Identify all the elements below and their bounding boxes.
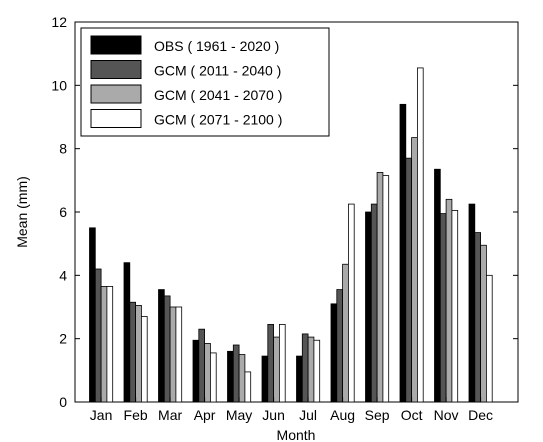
x-tick-label-sep: Sep — [365, 407, 390, 423]
bar-jul-series-3 — [307, 336, 315, 403]
y-tick-label: 10 — [51, 77, 67, 93]
bar-oct-series-2 — [405, 157, 412, 403]
bar-apr-series-2 — [198, 328, 206, 403]
x-tick-label-aug: Aug — [330, 407, 355, 423]
bar-jan-series-1 — [89, 227, 96, 403]
bar-dec-series-4 — [485, 274, 493, 403]
bar-feb-series-3 — [135, 305, 142, 403]
bar-sep-series-1 — [365, 211, 372, 403]
bar-mar-series-4 — [175, 306, 183, 403]
bar-sep-series-4 — [382, 175, 390, 403]
y-tick-label: 2 — [59, 331, 67, 347]
bar-aug-series-4 — [347, 203, 355, 403]
y-tick-label: 6 — [59, 204, 67, 220]
x-tick-label-nov: Nov — [434, 407, 459, 423]
bars-group — [89, 67, 493, 403]
legend-swatch-series-2 — [90, 60, 142, 79]
bar-aug-series-1 — [330, 303, 338, 403]
bar-jun-series-4 — [278, 324, 286, 403]
bar-jul-series-4 — [313, 339, 321, 403]
bar-feb-series-4 — [140, 316, 148, 403]
x-tick-label-mar: Mar — [158, 407, 182, 423]
y-tick-label: 4 — [59, 267, 67, 283]
bar-sep-series-2 — [370, 203, 378, 403]
bar-may-series-3 — [238, 354, 246, 403]
bar-jul-series-1 — [296, 355, 303, 403]
y-axis-label: Mean (mm) — [14, 176, 30, 248]
legend-swatch-series-4 — [90, 109, 142, 128]
bar-aug-series-2 — [336, 289, 343, 403]
bar-feb-series-1 — [123, 262, 131, 403]
bar-dec-series-3 — [480, 244, 487, 403]
bar-aug-series-3 — [342, 263, 349, 403]
legend-label-series-3: GCM ( 2041 - 2070 ) — [154, 87, 282, 103]
bar-mar-series-2 — [163, 295, 171, 403]
legend-swatch-series-1 — [90, 35, 142, 55]
bar-sep-series-3 — [376, 172, 384, 403]
bar-jun-series-3 — [273, 336, 280, 403]
bar-dec-series-2 — [474, 232, 481, 403]
bar-oct-series-3 — [411, 137, 418, 403]
legend: OBS ( 1961 - 2020 ) GCM ( 2011 - 2040 ) GC… — [80, 27, 330, 137]
bar-jul-series-2 — [301, 333, 309, 403]
bar-nov-series-4 — [451, 210, 459, 403]
legend-label-series-1: OBS ( 1961 - 2020 ) — [154, 38, 279, 54]
y-tick-label: 0 — [59, 394, 67, 410]
bar-apr-series-1 — [192, 339, 200, 403]
x-tick-label-jul: Jul — [299, 407, 317, 423]
bar-feb-series-2 — [129, 301, 137, 403]
x-tick-label-feb: Feb — [124, 407, 148, 423]
x-tick-label-apr: Apr — [194, 407, 216, 423]
bar-nov-series-1 — [434, 168, 441, 403]
x-axis-label: Month — [277, 427, 316, 442]
bar-nov-series-2 — [439, 213, 447, 403]
legend-swatch-series-3 — [90, 84, 142, 104]
bar-apr-series-4 — [209, 352, 217, 403]
x-tick-label-dec: Dec — [468, 407, 493, 423]
x-tick-label-jan: Jan — [90, 407, 113, 423]
bar-jun-series-1 — [261, 355, 269, 403]
x-tick-label-jun: Jun — [262, 407, 285, 423]
x-axis-ticks: Jan Feb Mar Apr May Jun Jul Aug Sep Oct Nov Dec — [90, 397, 493, 423]
bar-mar-series-1 — [158, 289, 165, 403]
bar-oct-series-1 — [399, 103, 407, 403]
bar-jun-series-2 — [267, 324, 274, 403]
bar-may-series-1 — [227, 350, 234, 403]
x-tick-label-oct: Oct — [401, 407, 423, 423]
bar-nov-series-3 — [445, 198, 453, 403]
bar-apr-series-3 — [204, 343, 211, 403]
legend-label-series-4: GCM ( 2071 - 2100 ) — [154, 112, 282, 128]
legend-label-series-2: GCM ( 2011 - 2040 ) — [154, 63, 281, 79]
bar-dec-series-1 — [468, 203, 476, 403]
bar-jan-series-4 — [106, 286, 114, 403]
y-tick-label: 12 — [51, 14, 67, 30]
bar-oct-series-4 — [416, 67, 424, 403]
bar-jan-series-3 — [100, 286, 108, 403]
bar-mar-series-3 — [169, 306, 177, 403]
bar-may-series-2 — [232, 344, 240, 403]
x-tick-label-may: May — [226, 407, 252, 423]
bar-jan-series-2 — [94, 268, 102, 403]
y-tick-label: 8 — [59, 141, 67, 157]
y-axis-ticks: 0 2 4 6 8 10 12 — [51, 14, 518, 410]
bar-may-series-4 — [244, 371, 252, 403]
